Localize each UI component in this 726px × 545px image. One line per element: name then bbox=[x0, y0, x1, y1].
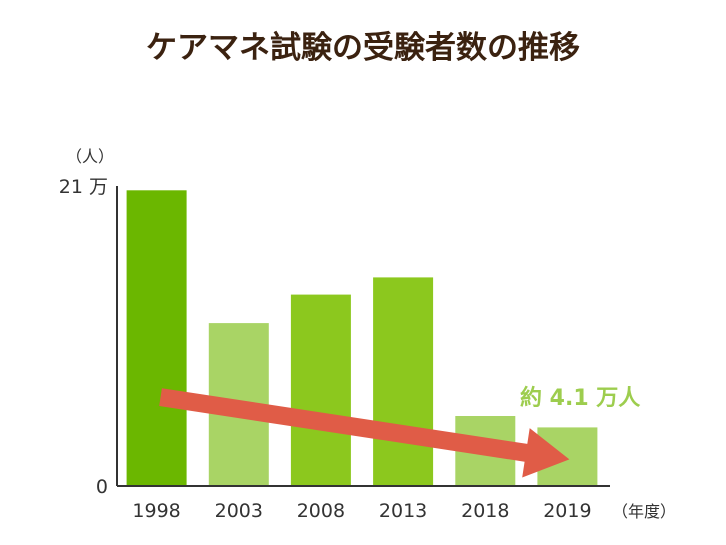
x-tick-label-2019: 2019 bbox=[543, 500, 591, 522]
y-tick-label-max: 21 万 bbox=[59, 176, 108, 198]
x-tick-label-2008: 2008 bbox=[297, 500, 345, 522]
x-tick-labels-group: 1998 2003 2008 2013 2018 2019 bbox=[132, 500, 591, 522]
annotation-label: 約 4.1 万人 bbox=[520, 385, 640, 411]
y-axis-unit-label: （人） bbox=[66, 147, 114, 166]
x-tick-label-2013: 2013 bbox=[379, 500, 427, 522]
x-tick-label-2018: 2018 bbox=[461, 500, 509, 522]
bar-2013 bbox=[373, 277, 434, 486]
bar-2008 bbox=[290, 294, 351, 486]
x-tick-label-2003: 2003 bbox=[215, 500, 263, 522]
x-tick-label-1998: 1998 bbox=[132, 500, 180, 522]
trend-arrow bbox=[159, 388, 570, 478]
x-axis-unit-label: （年度） bbox=[612, 502, 676, 521]
chart-title: ケアマネ試験の受験者数の推移 bbox=[146, 30, 580, 66]
trend-arrow-shape bbox=[159, 388, 570, 478]
bar-1998 bbox=[126, 190, 187, 487]
bars-group bbox=[126, 190, 598, 487]
y-tick-label-zero: 0 bbox=[96, 476, 108, 498]
